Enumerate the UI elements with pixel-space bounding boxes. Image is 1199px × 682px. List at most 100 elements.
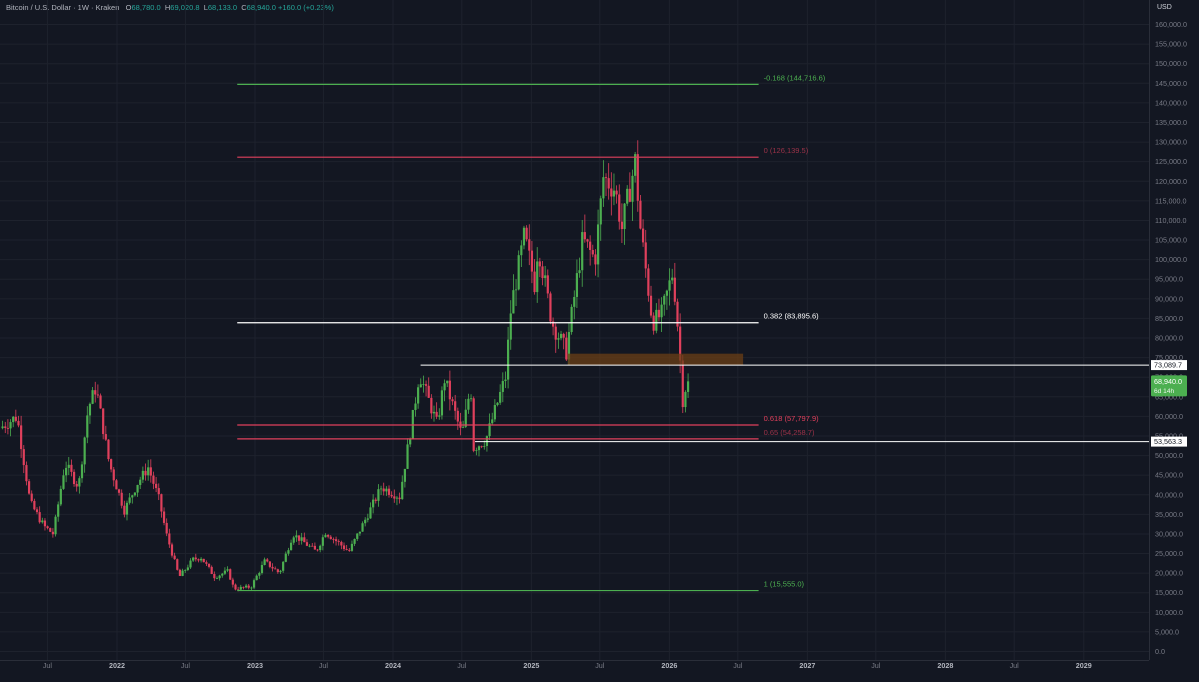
candle — [599, 195, 602, 241]
fib-level-label: 0 (126,139.5) — [764, 146, 809, 155]
candle — [509, 300, 512, 350]
candle-body — [178, 569, 182, 576]
candle-body — [329, 536, 332, 540]
candle-body — [237, 589, 240, 591]
fib-level-label: 0.65 (54,258.7) — [764, 428, 815, 437]
candle — [348, 548, 351, 552]
candle — [387, 485, 391, 498]
candle — [54, 514, 57, 537]
candle-body — [30, 493, 33, 501]
candle-body — [112, 469, 115, 481]
time-tick-label: 2027 — [799, 661, 815, 670]
candle-body — [612, 190, 616, 197]
candle-body — [427, 385, 430, 398]
drawings[interactable]: -0.168 (144,716.6) 0 (126,139.5) 0.382 (83… — [237, 73, 1149, 592]
candle — [155, 476, 158, 493]
candle-body — [525, 227, 528, 240]
candle — [477, 445, 481, 457]
candle-body — [88, 403, 92, 416]
candle — [342, 542, 346, 551]
candle — [393, 489, 396, 503]
candle — [91, 387, 94, 405]
candle-body — [300, 537, 303, 541]
candle — [631, 169, 634, 222]
price-tick-label: 130,000.0 — [1155, 138, 1187, 147]
candle-body — [353, 538, 356, 544]
candle — [300, 532, 303, 545]
candle-body — [361, 523, 364, 532]
price-tick-label: 40,000.0 — [1155, 490, 1183, 499]
candle-body — [583, 232, 586, 240]
candle-body — [210, 566, 213, 574]
candle — [284, 551, 287, 563]
candle — [139, 476, 142, 490]
time-tick-label: Jul — [733, 661, 743, 670]
candle — [467, 393, 470, 414]
candle-body — [448, 380, 451, 400]
candle-body — [200, 558, 203, 561]
candle-body — [475, 450, 478, 451]
candle-body — [366, 518, 369, 520]
price-axis[interactable]: 160,000.0 155,000.0 150,000.0 145,000.0 140,… — [1155, 20, 1187, 656]
candle — [372, 494, 375, 514]
candle — [255, 574, 258, 581]
candle-body — [589, 241, 592, 250]
candle — [17, 415, 20, 428]
candle — [517, 250, 520, 291]
price-tick-label: 15,000.0 — [1155, 588, 1183, 597]
candle — [112, 466, 115, 487]
candle-body — [398, 497, 401, 500]
candle — [440, 386, 444, 420]
candle-body — [570, 306, 573, 333]
candle — [565, 331, 568, 361]
candle-body — [554, 326, 557, 340]
candle — [594, 249, 597, 276]
candle-body — [70, 464, 73, 472]
candle-body — [530, 250, 534, 272]
candle — [162, 507, 166, 526]
price-tick-label: 35,000.0 — [1155, 510, 1183, 519]
currency-button[interactable]: USD — [1157, 4, 1172, 11]
candle — [448, 370, 451, 411]
candle-body — [9, 422, 12, 429]
candle-body — [147, 467, 150, 476]
candle-body — [424, 384, 428, 386]
candle — [192, 556, 195, 562]
horizontal-line-price-badge — [1151, 436, 1187, 447]
symbol-title: Bitcoin / U.S. Dollar · 1W · Kraken — [6, 3, 120, 12]
candle — [319, 544, 322, 553]
candle-body — [488, 423, 491, 437]
candle-body — [125, 502, 129, 515]
candle-body — [522, 227, 526, 246]
candle — [496, 402, 499, 407]
candle-body — [454, 401, 457, 411]
time-axis[interactable]: Jul 2022 Jul 2023 Jul 2024 Jul 2025 Jul 2026 Jul 20… — [43, 661, 1092, 670]
candle-body — [86, 415, 89, 438]
candle-body — [308, 545, 311, 547]
candle — [271, 563, 274, 572]
candle-body — [591, 249, 594, 255]
candle — [136, 484, 139, 497]
candle-body — [197, 559, 200, 561]
candle — [104, 425, 107, 442]
candle-body — [46, 526, 49, 529]
candle — [551, 317, 555, 336]
candle — [160, 493, 163, 518]
candle — [170, 542, 174, 558]
candle-body — [414, 403, 417, 410]
candle — [618, 184, 621, 230]
candle — [504, 371, 507, 389]
symbol-header: Bitcoin / U.S. Dollar · 1W · Kraken O68,… — [6, 3, 334, 12]
candle — [128, 493, 131, 505]
candle-body — [345, 548, 348, 550]
time-tick-label: 2024 — [385, 661, 401, 670]
candle-body — [491, 419, 494, 424]
candle-body — [673, 277, 676, 302]
last-price-text: 68,940.0 — [1154, 377, 1182, 386]
candle — [586, 238, 589, 248]
candle — [660, 297, 663, 332]
candle-body — [660, 304, 663, 318]
candle-body — [514, 289, 518, 291]
price-tick-label: 65,000.0 — [1155, 392, 1183, 401]
